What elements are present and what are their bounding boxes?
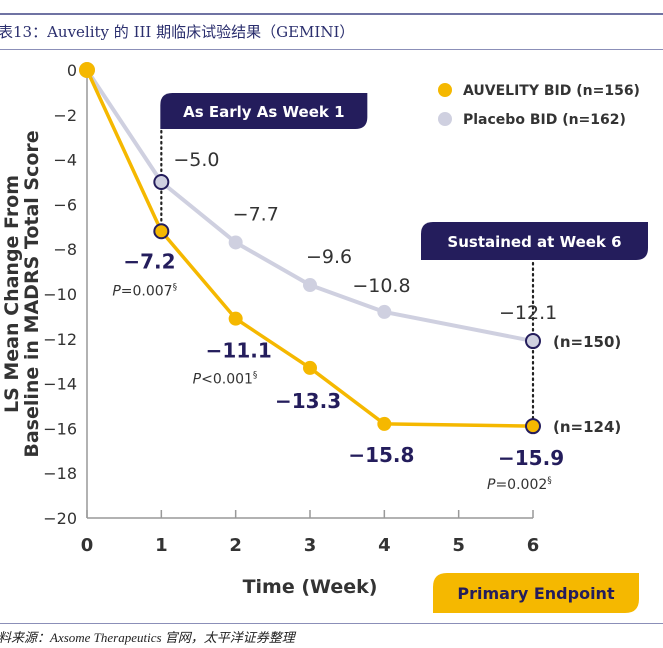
y-tick-label: −20 — [43, 509, 77, 528]
bottom-rule — [0, 623, 663, 624]
banner-week1: As Early As Week 1 — [160, 93, 368, 129]
auvelity-n-label: (n=124) — [553, 418, 621, 436]
placebo-point — [377, 304, 392, 319]
placebo-n-label: (n=150) — [553, 333, 621, 351]
legend-swatch — [438, 83, 452, 97]
placebo-point — [525, 333, 541, 350]
auvelity-value-label: −15.9 — [498, 446, 564, 470]
figure-source: 料来源：Axsome Therapeutics 官网，太平洋证券整理 — [0, 630, 295, 645]
y-tick-label: −18 — [43, 464, 77, 483]
x-ticks: 0 1 2 3 4 5 6 — [81, 510, 540, 556]
x-tick-label: 2 — [229, 535, 242, 556]
auvelity-value-label: −7.2 — [123, 249, 175, 273]
banner-week1-text: As Early As Week 1 — [183, 103, 344, 121]
banner-week6-bg — [421, 222, 648, 260]
primary-endpoint-text: Primary Endpoint — [457, 584, 615, 603]
auvelity-point — [228, 311, 243, 326]
banner-week6-text: Sustained at Week 6 — [447, 233, 621, 251]
auvelity-point — [303, 360, 317, 375]
top-rule — [0, 13, 663, 15]
p-value-label: P=0.002§ — [487, 476, 552, 493]
auvelity-point — [79, 62, 95, 78]
placebo-value-label: −7.7 — [233, 203, 279, 225]
x-tick-label: 5 — [452, 535, 465, 556]
y-tick-label: −16 — [43, 419, 77, 438]
placebo-value-label: −12.1 — [499, 302, 557, 324]
y-tick-label: −12 — [43, 330, 77, 349]
y-tick-label: 0 — [67, 61, 77, 80]
annotations: As Early As Week 1 Sustained at Week 6 Pri… — [160, 93, 648, 613]
x-tick-label: 4 — [378, 535, 391, 556]
placebo-value-label: −9.6 — [306, 246, 352, 268]
primary-endpoint-badge: Primary Endpoint — [433, 573, 639, 613]
line-chart: LS Mean Change From Baseline in MADRS To… — [1, 61, 648, 613]
series — [79, 62, 541, 435]
legend-label: AUVELITY BID (n=156) — [463, 83, 640, 99]
legend-item: Placebo BID (n=162) — [438, 112, 626, 128]
auvelity-value-label: −13.3 — [275, 389, 341, 413]
y-axis-title-line1: LS Mean Change From — [1, 175, 23, 413]
banner-week6: Sustained at Week 6 — [421, 222, 648, 260]
y-tick-label: −8 — [53, 240, 77, 259]
x-tick-label: 6 — [527, 535, 540, 556]
primary-endpoint-bg — [433, 573, 639, 613]
placebo-point — [303, 278, 317, 293]
legend: AUVELITY BID (n=156) Placebo BID (n=162) — [438, 83, 640, 128]
placebo-value-label: −5.0 — [173, 149, 219, 171]
x-tick-label: 1 — [155, 535, 168, 556]
y-tick-label: −6 — [53, 195, 77, 214]
p-value-label: P<0.001§ — [193, 371, 258, 388]
x-tick-label: 0 — [81, 535, 94, 556]
data-labels: −5.0 −7.7 −9.6−10.8 −12.1 −7.2 −11.1 −13.3 −15.… — [112, 149, 621, 493]
banner-week1-bg — [160, 93, 368, 129]
legend-label: Placebo BID (n=162) — [463, 112, 626, 128]
p-value-label: P=0.007§ — [112, 282, 177, 299]
placebo-point — [153, 174, 170, 190]
legend-item: AUVELITY BID (n=156) — [438, 83, 640, 99]
y-axis-title-line2: Baseline in MADRS Total Score — [21, 130, 43, 457]
auvelity-point — [377, 416, 392, 431]
y-axis-title: LS Mean Change From Baseline in MADRS To… — [1, 130, 43, 457]
auvelity-value-label: −15.8 — [348, 443, 414, 467]
auvelity-point — [525, 418, 541, 435]
y-tick-label: −2 — [53, 106, 77, 125]
y-tick-label: −14 — [43, 375, 77, 394]
placebo-line — [85, 68, 534, 344]
y-tick-label: −10 — [43, 285, 77, 304]
y-tick-label: −4 — [53, 151, 77, 170]
x-axis-title: Time (Week) — [243, 576, 378, 598]
auvelity-point — [153, 223, 170, 240]
placebo-point — [228, 235, 243, 250]
figure-title: 表13：Auvelity 的 III 期临床试验结果（GEMINI） — [0, 23, 355, 41]
title-rule — [0, 49, 663, 50]
placebo-value-label: −10.8 — [352, 275, 410, 297]
y-ticks: 0 −2 −4 −6 −8 −10 −12 −14 −16 −18 −20 — [43, 61, 77, 528]
auvelity-value-label: −11.1 — [206, 339, 272, 363]
x-tick-label: 3 — [304, 535, 317, 556]
legend-swatch — [438, 112, 452, 126]
auvelity-line — [85, 69, 534, 428]
